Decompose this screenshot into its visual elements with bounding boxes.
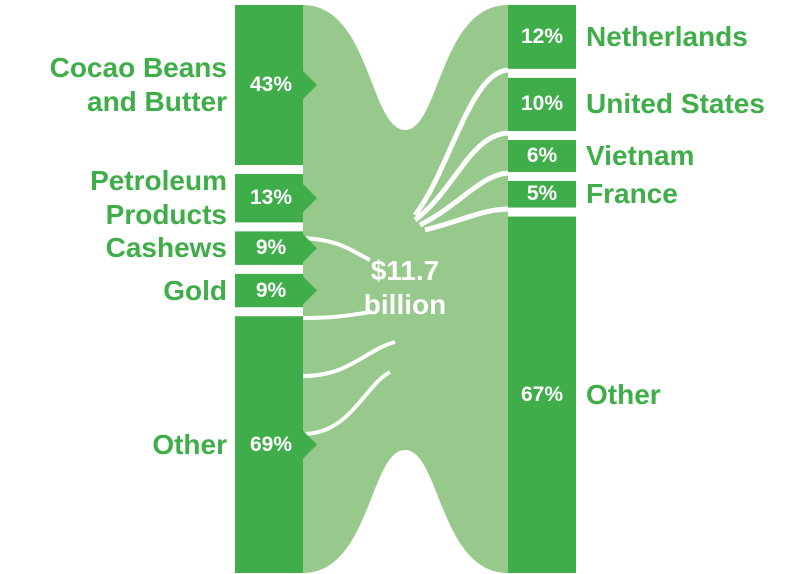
value-label: 69% — [250, 433, 292, 457]
category-label: Other — [7, 428, 227, 462]
value-label: 12% — [521, 25, 563, 49]
category-label: Gold — [7, 274, 227, 308]
category-label: Cocao Beans and Butter — [7, 51, 227, 119]
value-label: 67% — [521, 383, 563, 407]
value-label: 13% — [250, 186, 292, 210]
category-label: Petroleum Products — [7, 164, 227, 232]
value-label: 5% — [527, 182, 557, 206]
value-label: 10% — [521, 92, 563, 116]
center-label: $11.7 billion — [335, 254, 475, 322]
category-label: Vietnam — [586, 139, 793, 173]
value-label: 6% — [527, 144, 557, 168]
infographic: $11.7 billion 43% Cocao Beans and Butter 1… — [0, 0, 793, 574]
category-label: Other — [586, 378, 793, 412]
value-label: 43% — [250, 73, 292, 97]
value-label: 9% — [256, 236, 286, 260]
value-label: 9% — [256, 279, 286, 303]
category-label: France — [586, 177, 793, 211]
category-label: United States — [586, 87, 793, 121]
category-label: Netherlands — [586, 20, 793, 54]
category-label: Cashews — [7, 231, 227, 265]
